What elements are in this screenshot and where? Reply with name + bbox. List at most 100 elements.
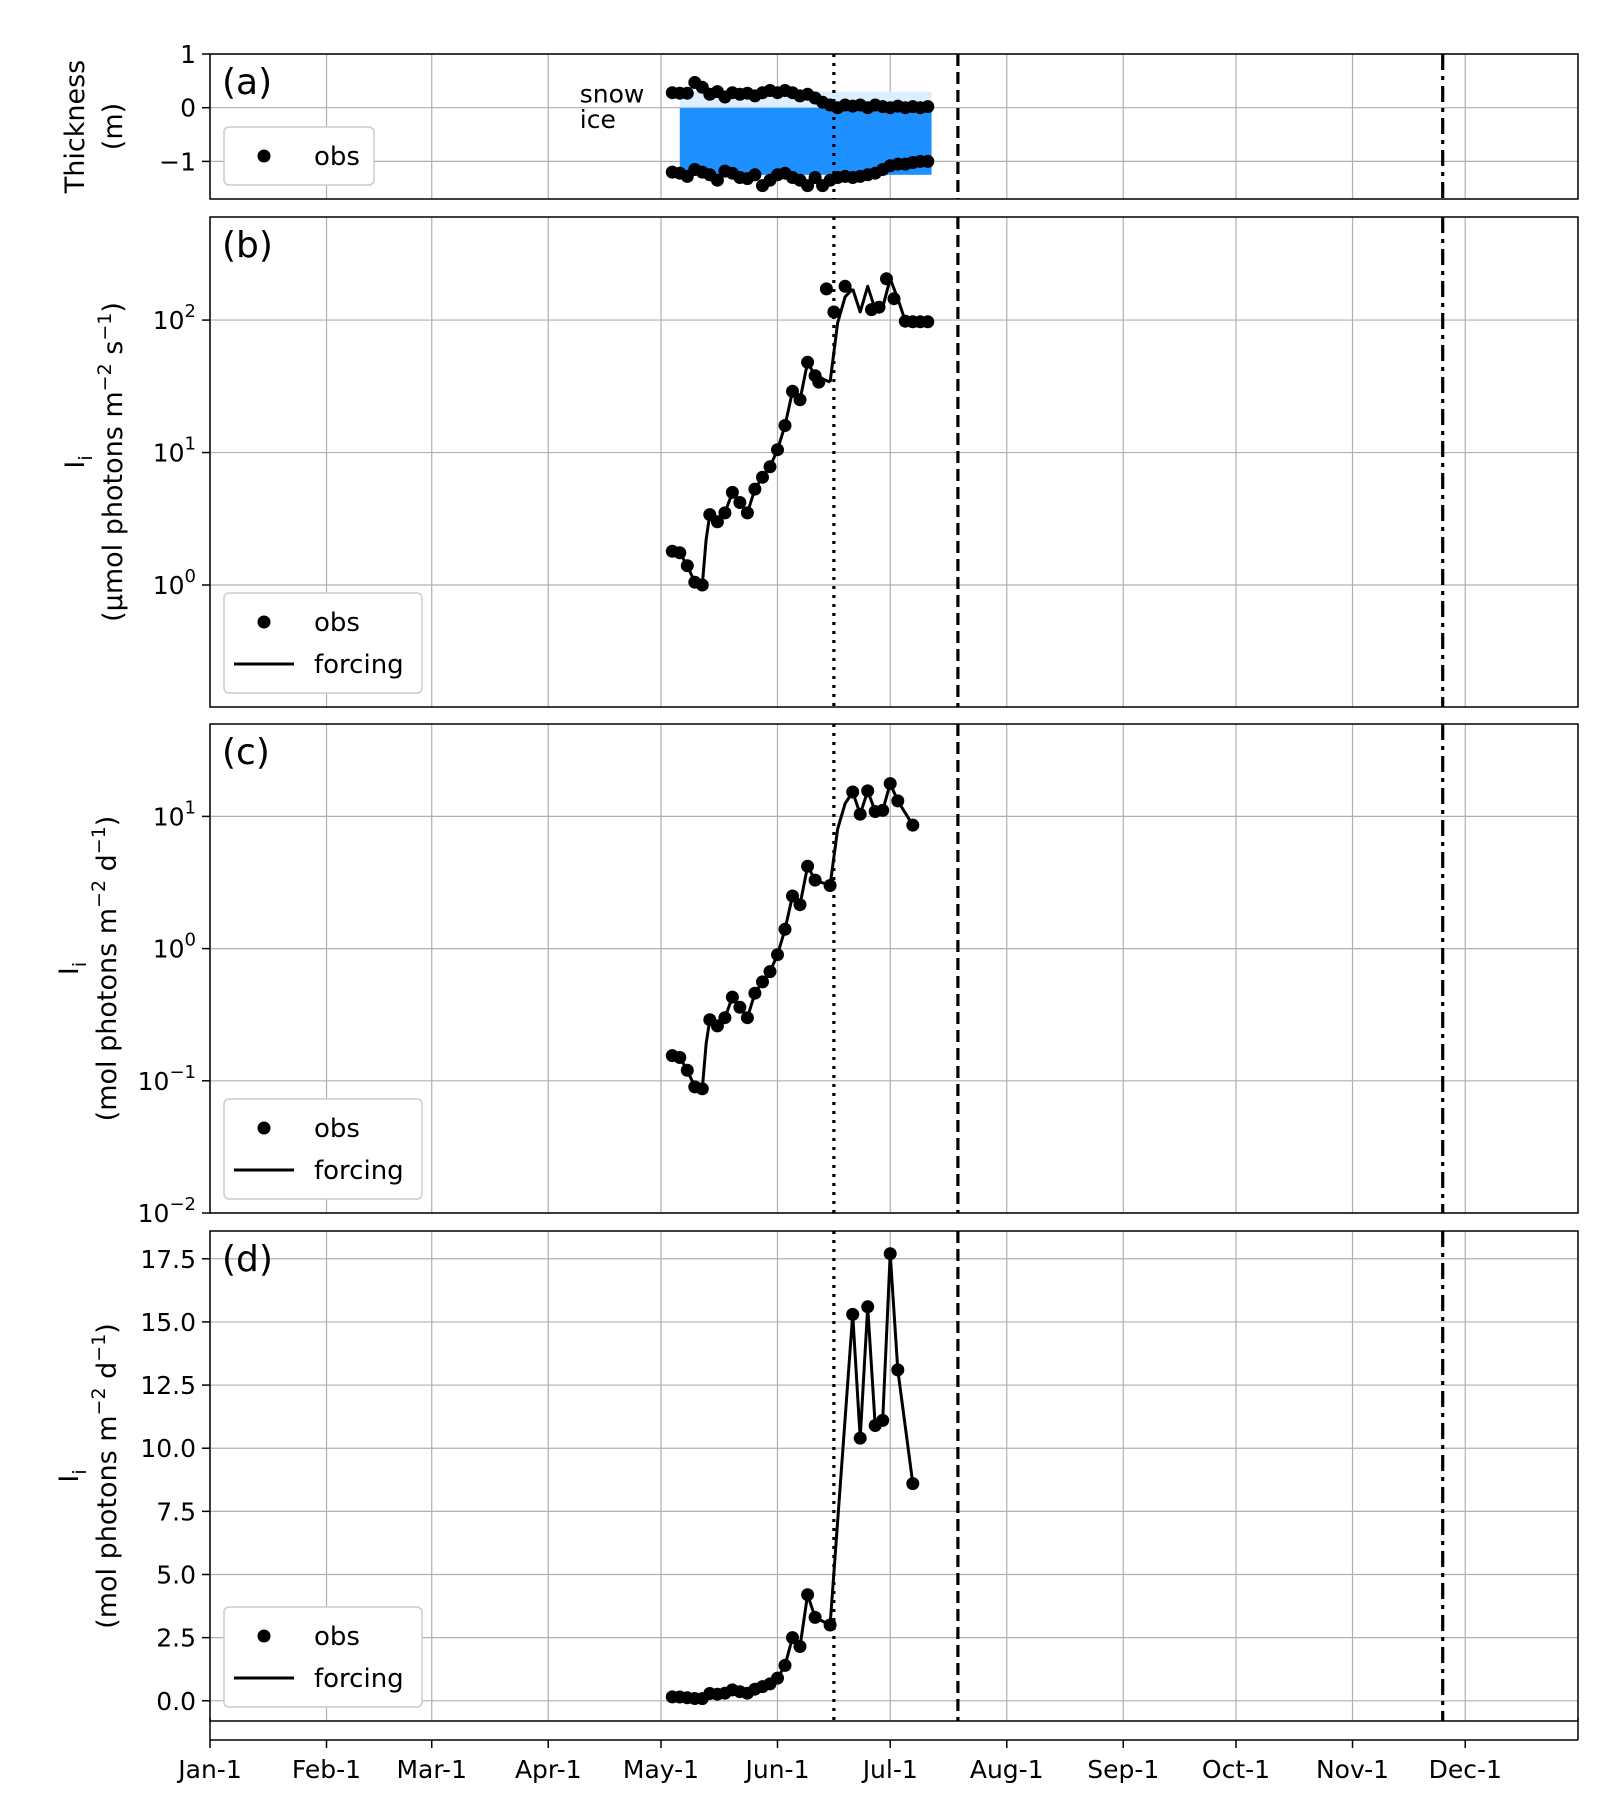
y-axis-label-part: i xyxy=(69,1469,91,1474)
obs-point xyxy=(725,485,739,499)
y-axis-label-part: (μmol photons m xyxy=(98,391,129,622)
obs-point xyxy=(853,807,867,821)
y-tick-label: 17.5 xyxy=(140,1245,196,1274)
tick-exponent: 2 xyxy=(185,301,196,322)
tick-exponent: 1 xyxy=(185,797,196,818)
obs-point xyxy=(786,1631,799,1645)
obs-point xyxy=(771,948,784,962)
obs-point xyxy=(718,1011,732,1025)
y-tick-label: 5.0 xyxy=(156,1561,196,1590)
y-tick-label: 10−2 xyxy=(138,1194,196,1228)
axes-frame xyxy=(209,53,1579,200)
obs-point xyxy=(812,375,826,389)
ice-label: ice xyxy=(580,105,616,134)
y-axis-label-part: d xyxy=(92,854,123,880)
panel-label: (a) xyxy=(222,62,272,103)
tick-exponent: 1 xyxy=(185,434,196,455)
obs-point xyxy=(801,355,815,369)
legend-frame xyxy=(223,1606,423,1708)
obs-point xyxy=(823,879,837,892)
tick-exponent: −1 xyxy=(169,1062,196,1083)
ice-obs-point xyxy=(921,154,935,168)
y-axis-label-part: i xyxy=(69,962,91,967)
tick-base: 10 xyxy=(138,1199,170,1228)
y-tick-label: 12.5 xyxy=(140,1371,196,1400)
obs-point xyxy=(740,506,754,520)
y-tick-label: 2.5 xyxy=(156,1624,196,1653)
obs-point xyxy=(756,470,769,484)
x-tick-label: Jul-1 xyxy=(861,1755,918,1784)
y-axis-label-part: i xyxy=(75,455,97,460)
obs-point xyxy=(808,873,822,887)
obs-point xyxy=(880,272,893,286)
legend-label: obs xyxy=(314,1622,360,1652)
legend-label: obs xyxy=(314,142,360,172)
y-tick-label: 100 xyxy=(153,930,196,964)
y-tick-label: 15.0 xyxy=(140,1308,196,1337)
obs-point xyxy=(793,1640,807,1653)
y-axis-label-part: −1 xyxy=(88,826,110,854)
ice-obs-point xyxy=(710,173,724,187)
obs-point xyxy=(763,965,777,979)
obs-point xyxy=(733,496,747,509)
obs-point xyxy=(695,1082,709,1096)
y-axis-label: Ii​(mol photons m−2​ d−1​) xyxy=(54,816,123,1122)
legend: obs forcing xyxy=(223,1606,423,1708)
legend-frame xyxy=(223,1098,423,1200)
legend-marker xyxy=(257,615,271,629)
y-tick-label: 1 xyxy=(180,40,196,69)
obs-point xyxy=(740,1011,754,1025)
x-axis: Jan-1 Feb-1 Mar-1 Apr-1 May-1 Jun-1 Jul-1 Aug-1… xyxy=(176,1718,1579,1784)
legend-marker xyxy=(257,149,271,163)
obs-point xyxy=(853,1431,867,1445)
x-tick-label: Aug-1 xyxy=(970,1755,1044,1784)
legend: obs xyxy=(223,126,375,186)
tick-base: 10 xyxy=(153,306,185,335)
x-tick-label: Jun-1 xyxy=(743,1755,809,1784)
obs-point xyxy=(838,279,852,293)
y-tick-label: 0.0 xyxy=(156,1687,196,1716)
y-axis-label: Ii​(mol photons m−2​ d−1​) xyxy=(54,1323,123,1629)
obs-point xyxy=(680,559,694,573)
obs-point xyxy=(710,1019,724,1033)
y-axis-label-part: Thickness xyxy=(60,60,91,194)
y-tick-label: 10−1 xyxy=(138,1062,196,1096)
y-tick-label: 10.0 xyxy=(140,1434,196,1463)
y-tick-label: 101 xyxy=(153,797,196,831)
obs-point xyxy=(680,1063,694,1077)
obs-point xyxy=(827,305,841,319)
obs-point xyxy=(718,506,732,520)
obs-point xyxy=(801,859,815,873)
obs-point xyxy=(819,282,833,296)
obs-point xyxy=(673,1051,687,1064)
obs-point xyxy=(695,578,709,592)
axes-frame xyxy=(209,216,1579,708)
legend: obs forcing xyxy=(223,1098,423,1200)
obs-point xyxy=(876,803,890,817)
y-axis-label-part: d xyxy=(92,1362,123,1388)
x-tick-label: Dec-1 xyxy=(1429,1755,1502,1784)
y-tick-label: −1 xyxy=(159,147,196,176)
obs-point xyxy=(725,990,739,1004)
obs-point xyxy=(883,777,897,791)
ice-obs-point xyxy=(748,168,762,182)
x-tick-label: Mar-1 xyxy=(396,1755,467,1784)
obs-point xyxy=(846,785,860,799)
x-tick-label: Sep-1 xyxy=(1087,1755,1159,1784)
forcing-line xyxy=(828,791,854,886)
legend-label: obs xyxy=(314,1114,360,1144)
tick-exponent: −2 xyxy=(169,1194,196,1215)
obs-point xyxy=(771,1671,784,1685)
obs-point xyxy=(801,1588,815,1602)
obs-point xyxy=(906,818,920,832)
legend-frame xyxy=(223,592,423,694)
legend-marker xyxy=(257,1629,271,1643)
x-tick-label: Oct-1 xyxy=(1202,1755,1270,1784)
y-tick-label: 0 xyxy=(180,94,196,123)
y-tick-label: 100 xyxy=(153,566,196,600)
snow-label: snow xyxy=(580,79,645,108)
legend-frame xyxy=(223,126,375,186)
obs-point xyxy=(891,1363,905,1377)
